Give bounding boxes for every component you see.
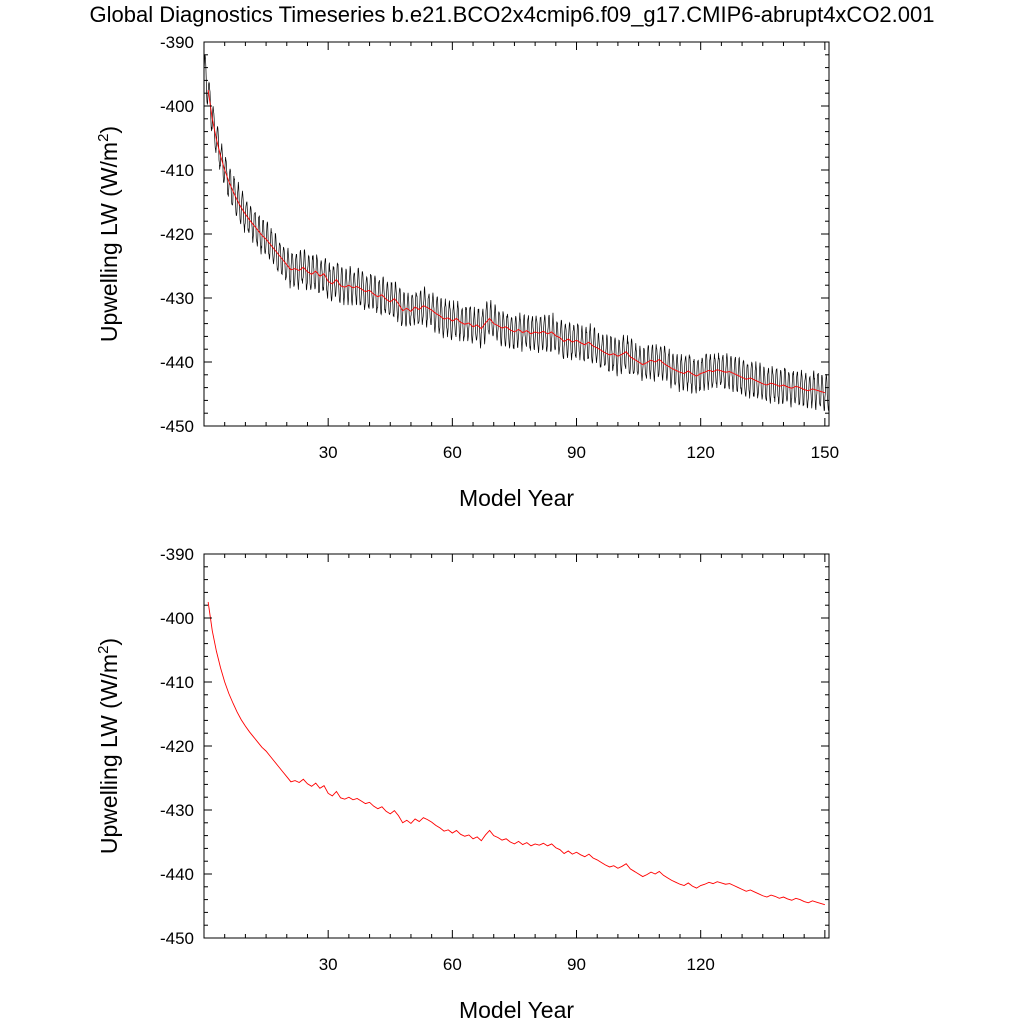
top-panel: 30 60 90 120 150 -390 -400 -410 -420 -430 -440 -450… bbox=[95, 33, 839, 511]
x-axis-title: Model Year bbox=[459, 997, 574, 1023]
y-tick-label: -410 bbox=[160, 161, 194, 180]
y-tick-label: -390 bbox=[160, 33, 194, 52]
y-tick-label: -390 bbox=[160, 545, 194, 564]
y-tick-label: -420 bbox=[160, 225, 194, 244]
x-tick-label: 30 bbox=[319, 955, 338, 974]
x-tick-label: 120 bbox=[687, 443, 715, 462]
plot-frame bbox=[203, 553, 830, 939]
y-axis-title-main: Upwelling LW (W/m bbox=[96, 142, 122, 342]
plot-area bbox=[207, 601, 825, 906]
figure-title: Global Diagnostics Timeseries b.e21.BCO2… bbox=[89, 2, 935, 27]
plot-frame bbox=[203, 41, 830, 427]
x-tick-label: 120 bbox=[687, 955, 715, 974]
bottom-panel: 30 60 90 120 -390 -400 -410 -420 -430 -440 -450 Mod… bbox=[95, 545, 830, 1023]
y-tick-label: -450 bbox=[160, 417, 194, 436]
y-tick-label: -450 bbox=[160, 929, 194, 948]
x-tick-label: 30 bbox=[319, 443, 338, 462]
y-tick-label: -400 bbox=[160, 609, 194, 628]
x-axis-title: Model Year bbox=[459, 485, 574, 511]
y-axis-title-superscript: 2 bbox=[95, 646, 112, 654]
y-tick-label: -430 bbox=[160, 289, 194, 308]
y-axis-title: Upwelling LW (W/m2) bbox=[95, 126, 122, 342]
plot-area bbox=[204, 54, 829, 412]
x-tick-label: 90 bbox=[567, 955, 586, 974]
y-axis-title: Upwelling LW (W/m2) bbox=[95, 638, 122, 854]
y-axis-title-close: ) bbox=[96, 126, 122, 134]
monthly-series-line bbox=[204, 54, 829, 412]
x-tick-label: 150 bbox=[811, 443, 839, 462]
y-tick-label: -400 bbox=[160, 97, 194, 116]
y-tick-label: -440 bbox=[160, 865, 194, 884]
y-tick-label: -430 bbox=[160, 801, 194, 820]
y-tick-label: -440 bbox=[160, 353, 194, 372]
y-tick-label: -420 bbox=[160, 737, 194, 756]
x-tick-label: 60 bbox=[443, 955, 462, 974]
y-axis-title-superscript: 2 bbox=[95, 134, 112, 142]
annual-mean-line bbox=[207, 89, 825, 394]
y-axis-title-main: Upwelling LW (W/m bbox=[96, 654, 122, 854]
x-tick-label: 60 bbox=[443, 443, 462, 462]
y-tick-label: -410 bbox=[160, 673, 194, 692]
y-axis-title-close: ) bbox=[96, 638, 122, 646]
x-tick-label: 90 bbox=[567, 443, 586, 462]
annual-mean-line bbox=[207, 601, 825, 906]
